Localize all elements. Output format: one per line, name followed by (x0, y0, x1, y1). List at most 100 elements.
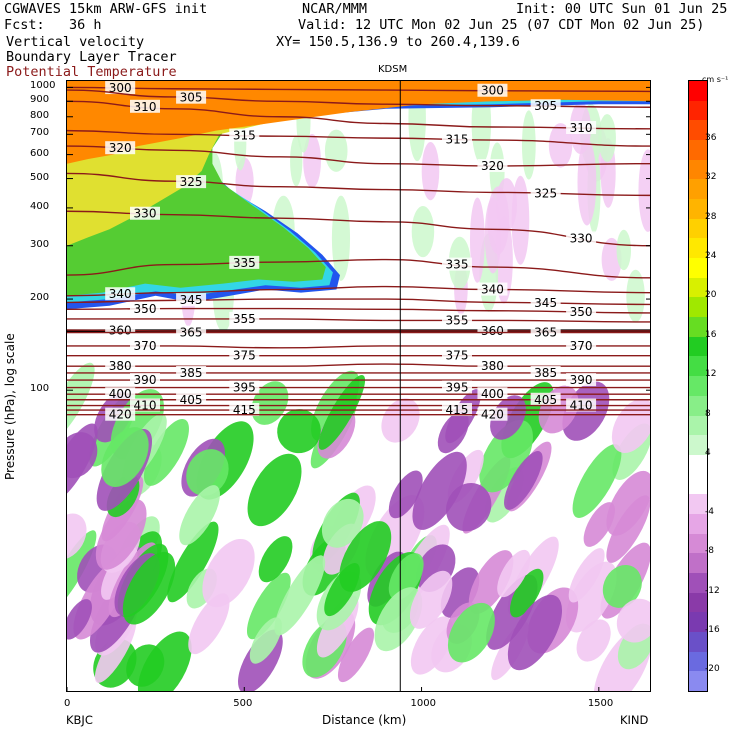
theta-label: 350 (134, 302, 157, 316)
colorbar-segment (689, 336, 707, 357)
colorbar-segment (689, 651, 707, 672)
theta-label: 390 (134, 373, 157, 387)
theta-label-bg (176, 175, 207, 189)
velocity-cell (388, 470, 423, 519)
theta-label: 305 (534, 99, 557, 113)
theta-label-bg (229, 403, 260, 417)
colorbar-segment (689, 100, 707, 121)
colorbar-segment (689, 159, 707, 180)
theta-label-bg (566, 398, 597, 412)
velocity-cell (606, 470, 650, 536)
theta-contour-335 (67, 258, 650, 279)
plot-canvas: 300 300 305 305 310 310 315 315 320 320 325 325 330 3… (67, 81, 650, 691)
colorbar-label: 28 (705, 211, 717, 222)
y-tick-label: 700 (30, 127, 50, 139)
theta-label-bg (130, 398, 160, 412)
theta-label-bg (442, 348, 472, 362)
velocity-cell (490, 395, 526, 440)
theta-label-bg (176, 365, 207, 379)
velocity-cell (447, 602, 495, 663)
field-potential-temperature: Potential Temperature (6, 64, 177, 80)
velocity-cell (249, 617, 282, 664)
velocity-cell (324, 563, 360, 617)
theta-label: 415 (233, 403, 256, 417)
theta-label-bg (477, 282, 508, 296)
theta-label-bg (477, 387, 508, 401)
theta-label: 380 (481, 359, 504, 373)
colorbar-label: 20 (705, 290, 717, 301)
x-axis-label: Distance (km) (322, 713, 407, 727)
theta-label: 335 (446, 258, 469, 272)
velocity-cell (331, 195, 351, 281)
theta-contour-330 (67, 210, 650, 247)
velocity-cell (101, 427, 149, 487)
velocity-cell (521, 110, 536, 180)
velocity-cell (388, 553, 424, 600)
theta-label-bg (130, 338, 160, 352)
model-title: CGWAVES 15km ARW-GFS init (4, 1, 208, 17)
theta-label-bg (477, 407, 508, 421)
theta-label-bg (105, 387, 136, 401)
colorbar-label: -20 (705, 664, 720, 675)
colorbar-label: 32 (705, 172, 717, 183)
x-tick-label: 1000 (410, 698, 436, 709)
theta-label: 365 (180, 326, 203, 340)
colorbar-label: 24 (705, 251, 717, 262)
theta-label-bg (530, 325, 561, 339)
velocity-cell (479, 419, 533, 493)
velocity-cell (611, 398, 650, 453)
field-vertical-velocity: Vertical velocity (6, 34, 145, 50)
station-mid: KDSM (378, 64, 408, 75)
theta-label: 365 (534, 326, 557, 340)
colorbar-label: -16 (705, 624, 720, 635)
velocity-cell (274, 555, 326, 636)
velocity-cell (568, 548, 605, 603)
theta-label: 320 (481, 159, 504, 173)
theta-label-bg (477, 159, 508, 173)
colorbar-segment (689, 592, 707, 613)
y-tick-label: 900 (30, 94, 50, 106)
colorbar-label: -8 (705, 546, 714, 557)
theta-label: 315 (233, 129, 256, 143)
theta-label: 375 (233, 349, 256, 363)
colorbar-segment (689, 81, 707, 102)
y-tick-label: 1000 (30, 80, 56, 92)
velocity-cell (290, 135, 303, 187)
theta-label: 400 (109, 387, 132, 401)
theta-label: 395 (233, 381, 256, 395)
colorbar-segment (689, 376, 707, 397)
theta-label-bg (176, 293, 207, 307)
velocity-cell (67, 530, 97, 613)
theta-label: 420 (109, 408, 132, 422)
theta-label: 385 (534, 366, 557, 380)
y-tick-label: 200 (30, 292, 50, 304)
velocity-cell (616, 229, 632, 271)
theta-label: 415 (446, 403, 469, 417)
velocity-cell (303, 133, 321, 188)
theta-label: 355 (233, 312, 256, 326)
theta-contour-340 (67, 285, 650, 297)
theta-label: 330 (134, 207, 157, 221)
theta-label: 310 (570, 121, 593, 135)
velocity-cell (411, 205, 435, 258)
velocity-cell (572, 444, 622, 518)
colorbar-segment (689, 572, 707, 594)
cross-section-plot: 300 300 305 305 310 310 315 315 320 320 325 325 330 3… (66, 80, 651, 692)
theta-contour-315 (67, 129, 650, 147)
velocity-cell (167, 521, 219, 603)
colorbar (688, 80, 708, 692)
theta-label-bg (105, 287, 136, 301)
theta-label-bg (530, 99, 561, 113)
theta-label: 405 (180, 393, 203, 407)
theta-label-bg (442, 403, 472, 417)
theta-label-bg (477, 323, 508, 337)
colorbar-segment (689, 513, 707, 535)
velocity-cell (137, 631, 192, 691)
theta-contour-370 (67, 345, 650, 349)
theta-label: 300 (481, 84, 504, 98)
colorbar-segment (689, 297, 707, 318)
theta-label-bg (477, 83, 508, 97)
velocity-cell (504, 451, 543, 510)
x-tick-label: 0 (64, 698, 71, 709)
velocity-cell (95, 499, 147, 570)
